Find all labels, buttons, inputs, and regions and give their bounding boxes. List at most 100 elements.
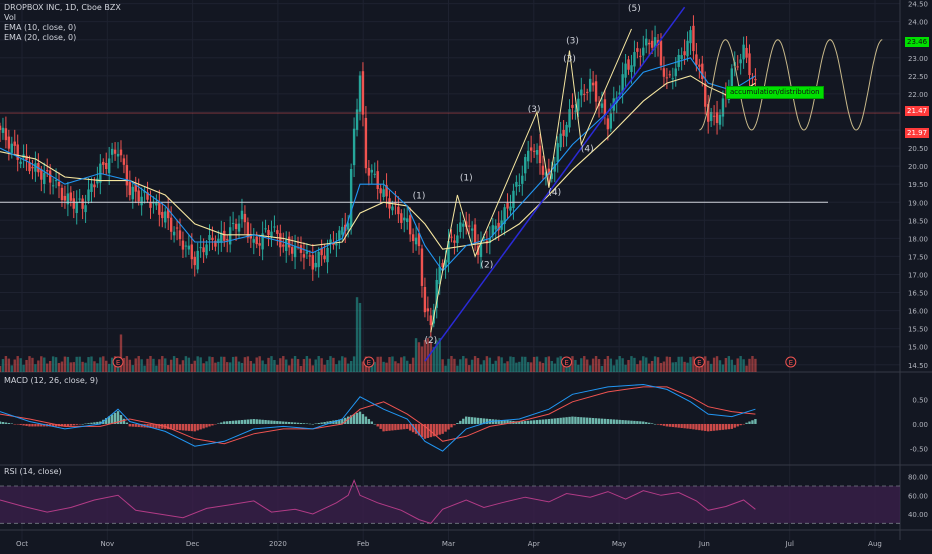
- volume-bar: [149, 356, 152, 372]
- macd-histogram-bar: [556, 418, 559, 424]
- volume-bar: [532, 356, 536, 372]
- volume-bar: [46, 363, 49, 372]
- macd-histogram-bar: [603, 418, 607, 424]
- volume-bar: [588, 365, 592, 372]
- macd-histogram-bar: [0, 421, 2, 424]
- macd-histogram-bar: [656, 423, 660, 425]
- price-badge-mid: 21.47: [905, 106, 930, 116]
- volume-bar: [69, 362, 73, 372]
- macd-histogram-bar: [544, 419, 548, 424]
- volume-bar: [385, 362, 388, 372]
- macd-histogram-bar: [588, 417, 592, 424]
- candle-body: [335, 243, 338, 246]
- volume-bar: [352, 356, 356, 372]
- macd-histogram-bar: [515, 421, 518, 424]
- candle-body: [577, 98, 580, 111]
- candle-body: [202, 247, 205, 253]
- candle-body: [75, 202, 78, 214]
- candle-body: [698, 64, 701, 67]
- candle-body: [28, 162, 31, 172]
- volume-bar: [521, 356, 524, 372]
- volume-bar: [692, 356, 695, 372]
- candle-body: [361, 71, 365, 115]
- macd-label: MACD (12, 26, close, 9): [4, 376, 99, 385]
- volume-bar: [246, 356, 250, 372]
- candle-body: [633, 52, 636, 67]
- volume-bar: [509, 356, 512, 372]
- price-axis-label: 20.50: [908, 145, 928, 153]
- volume-bar: [645, 357, 648, 372]
- volume-bar: [243, 357, 247, 372]
- macd-histogram-bar: [600, 418, 604, 424]
- candle-body: [538, 145, 542, 164]
- candle-body: [435, 279, 438, 308]
- candle-body: [305, 251, 309, 254]
- macd-histogram-bar: [66, 423, 70, 427]
- volume-bar: [535, 356, 539, 372]
- volume-bar: [541, 362, 545, 372]
- volume-bar: [473, 356, 477, 372]
- price-axis-label: 19.50: [908, 181, 928, 189]
- volume-bar: [653, 356, 657, 372]
- macd-histogram-bar: [745, 422, 748, 424]
- volume-bar: [518, 361, 521, 372]
- candle-body: [320, 248, 323, 256]
- time-axis-label: Oct: [16, 540, 28, 548]
- time-axis-label: Dec: [186, 540, 200, 548]
- rsi-line: [0, 479, 756, 524]
- candle-body: [190, 244, 194, 260]
- macd-histogram-bar: [403, 423, 406, 430]
- rsi-axis-label: 80.00: [908, 474, 928, 482]
- macd-histogram-bar: [479, 418, 483, 424]
- volume-bar: [426, 338, 430, 372]
- price-axis-label: 15.00: [908, 344, 928, 352]
- macd-histogram-bar: [680, 423, 683, 428]
- candle-body: [518, 185, 521, 187]
- macd-histogram-bar: [131, 423, 134, 427]
- candle-body: [668, 74, 672, 76]
- candle-body: [745, 47, 748, 58]
- macd-histogram-bar: [282, 421, 285, 424]
- candle-body: [46, 170, 49, 172]
- macd-histogram-bar: [376, 423, 379, 427]
- macd-histogram-bar: [538, 419, 542, 424]
- time-axis-label: Aug: [868, 540, 882, 548]
- macd-histogram-bar: [438, 423, 441, 435]
- ema20-label: EMA (20, close, 0): [4, 33, 77, 42]
- candle-body: [662, 68, 666, 77]
- candle-body: [671, 78, 674, 80]
- volume-bar: [709, 363, 713, 372]
- volume-bar: [529, 362, 533, 372]
- candle-body: [146, 192, 149, 200]
- volume-bar: [231, 356, 235, 372]
- macd-histogram-bar: [742, 423, 745, 425]
- volume-bar: [538, 361, 542, 372]
- volume-bar: [273, 359, 276, 372]
- volume-bar: [335, 364, 338, 372]
- volume-bar: [99, 357, 102, 372]
- macd-histogram-bar: [453, 423, 456, 426]
- candle-body: [273, 226, 276, 228]
- earnings-marker-label: E: [116, 359, 120, 367]
- macd-line: [0, 383, 756, 452]
- macd-histogram-bar: [226, 421, 229, 424]
- volume-bar: [285, 359, 288, 372]
- volume-bar: [526, 362, 530, 372]
- macd-histogram-bar: [653, 423, 657, 425]
- time-axis-label: Feb: [357, 540, 370, 548]
- candle-body: [220, 232, 223, 243]
- volume-bar: [140, 359, 143, 372]
- macd-histogram-bar: [665, 423, 669, 427]
- volume-bar: [394, 361, 397, 372]
- candle-body: [364, 117, 368, 169]
- volume-bar: [659, 362, 663, 372]
- candle-body: [692, 25, 695, 52]
- candle-body: [588, 78, 592, 92]
- volume-bar: [187, 357, 191, 372]
- time-axis-label: Jun: [698, 540, 710, 548]
- volume-bar: [411, 357, 415, 372]
- volume-bar: [636, 364, 639, 372]
- candle-body: [140, 196, 143, 206]
- macd-histogram-bar: [465, 416, 468, 424]
- candle-body: [406, 218, 409, 222]
